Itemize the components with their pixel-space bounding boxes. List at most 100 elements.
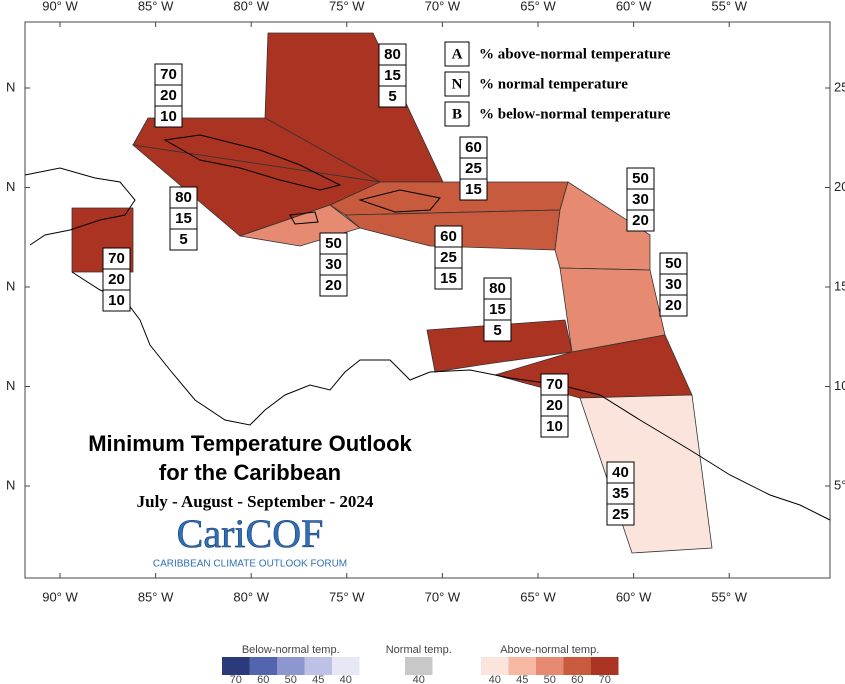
colorbar-tick: 50 (285, 674, 297, 684)
probability-label: 5 (179, 231, 187, 248)
lat-label-left: N (6, 378, 15, 393)
region-labels: 80 15 5 70 20 10 60 25 15 80 15 5 70 20 10 50 30 20 60 25 15… (102, 43, 688, 526)
axes: 90° W 90° W 85° W 85° W 80° W 80° W 75° W 75° W… (6, 0, 845, 604)
probability-label: 15 (440, 270, 457, 287)
probability-label: 80 (175, 189, 192, 206)
colorbar-swatch (222, 657, 250, 675)
lon-label-bottom: 90° W (42, 589, 78, 604)
probability-label: 50 (325, 235, 342, 252)
probability-label: 10 (108, 292, 125, 309)
label-cell (659, 294, 688, 317)
colorbar-tick: 60 (257, 674, 269, 684)
lon-label-bottom: 85° W (138, 589, 174, 604)
probability-label: 60 (465, 139, 482, 156)
key-letter: N (452, 76, 463, 92)
probability-label: 35 (612, 485, 629, 502)
probability-label: 15 (175, 210, 192, 227)
colorbar-tick: 40 (489, 674, 501, 684)
label-cell (606, 503, 635, 526)
probability-label: 20 (665, 297, 682, 314)
label-cell (434, 267, 463, 290)
probability-label: 40 (612, 464, 629, 481)
probability-label: 50 (632, 170, 649, 187)
lon-label-top: 80° W (233, 0, 269, 13)
probability-label: 20 (325, 277, 342, 294)
lat-label-right: 25° (834, 79, 845, 94)
probability-label: 25 (440, 249, 457, 266)
probability-label: 25 (465, 160, 482, 177)
colorbar-swatch (591, 657, 619, 675)
lat-label-left: N (6, 79, 15, 94)
label-cell (102, 289, 131, 312)
probability-label: 20 (160, 87, 177, 104)
probability-label: 5 (388, 88, 396, 105)
period: July - August - September - 2024 (137, 492, 374, 511)
lat-label-right: 20° (834, 179, 845, 194)
colorbar-swatch (304, 657, 332, 675)
colorbar-tick: 60 (571, 674, 583, 684)
key-letter: B (452, 106, 462, 122)
lon-label-bottom: 60° W (616, 589, 652, 604)
label-cell (319, 274, 348, 297)
probability-label: 70 (108, 250, 125, 267)
lat-label-right: 5° (834, 477, 845, 492)
logo-subtitle: CARIBBEAN CLIMATE OUTLOOK FORUM (153, 559, 347, 570)
lon-label-bottom: 80° W (233, 589, 269, 604)
island (289, 211, 319, 225)
probability-label: 20 (108, 271, 125, 288)
lon-label-top: 90° W (42, 0, 78, 13)
probability-label: 10 (546, 418, 563, 435)
probability-label: 30 (325, 256, 342, 273)
lat-label-left: N (6, 278, 15, 293)
outlook-region (426, 319, 573, 373)
probability-label: 60 (440, 228, 457, 245)
colorbar-tick: 70 (599, 674, 611, 684)
probability-label: 5 (493, 322, 501, 339)
colorbar-swatch (536, 657, 564, 675)
probability-label: 15 (489, 301, 506, 318)
colorbar-tick: 40 (340, 674, 352, 684)
lon-label-top: 70° W (425, 0, 461, 13)
probability-label: 25 (612, 506, 629, 523)
lat-label-left: N (6, 179, 15, 194)
lat-label-right: 15° (834, 278, 845, 293)
colorbar-tick: 45 (516, 674, 528, 684)
lon-label-bottom: 75° W (329, 589, 365, 604)
colorbar-swatch (249, 657, 277, 675)
label-cell (378, 85, 407, 108)
logo: CariCOF (177, 511, 324, 556)
colorbar-swatch (405, 657, 433, 675)
key-box (444, 41, 470, 67)
probability-label: 30 (665, 276, 682, 293)
colorbar-title: Above-normal temp. (500, 644, 599, 656)
colorbar-swatch (508, 657, 536, 675)
label-cell (154, 105, 183, 128)
lat-label-right: 10° (834, 378, 845, 393)
probability-label: 80 (489, 280, 506, 297)
colorbar-tick: 40 (413, 674, 425, 684)
lon-label-top: 75° W (329, 0, 365, 13)
probability-label: 20 (546, 397, 563, 414)
key-box (444, 101, 470, 127)
island (358, 189, 441, 213)
label-cell (169, 228, 198, 251)
lon-label-bottom: 65° W (520, 589, 556, 604)
probability-label: 70 (160, 66, 177, 83)
key-box (444, 71, 470, 97)
probability-label: 50 (665, 255, 682, 272)
map-title: Minimum Temperature Outlook (88, 431, 412, 456)
colorbar-tick: 50 (544, 674, 556, 684)
colorbar-tick: 70 (230, 674, 242, 684)
lon-label-top: 65° W (520, 0, 556, 13)
island (163, 134, 342, 191)
label-cell (540, 415, 569, 438)
label-cell (483, 319, 512, 342)
lat-label-left: N (6, 477, 15, 492)
key-letter: A (452, 46, 463, 62)
coastline (24, 167, 831, 521)
lon-label-bottom: 70° W (425, 589, 461, 604)
lon-label-top: 60° W (616, 0, 652, 13)
key-text: % above-normal temperature (479, 46, 671, 62)
regions (71, 32, 713, 554)
